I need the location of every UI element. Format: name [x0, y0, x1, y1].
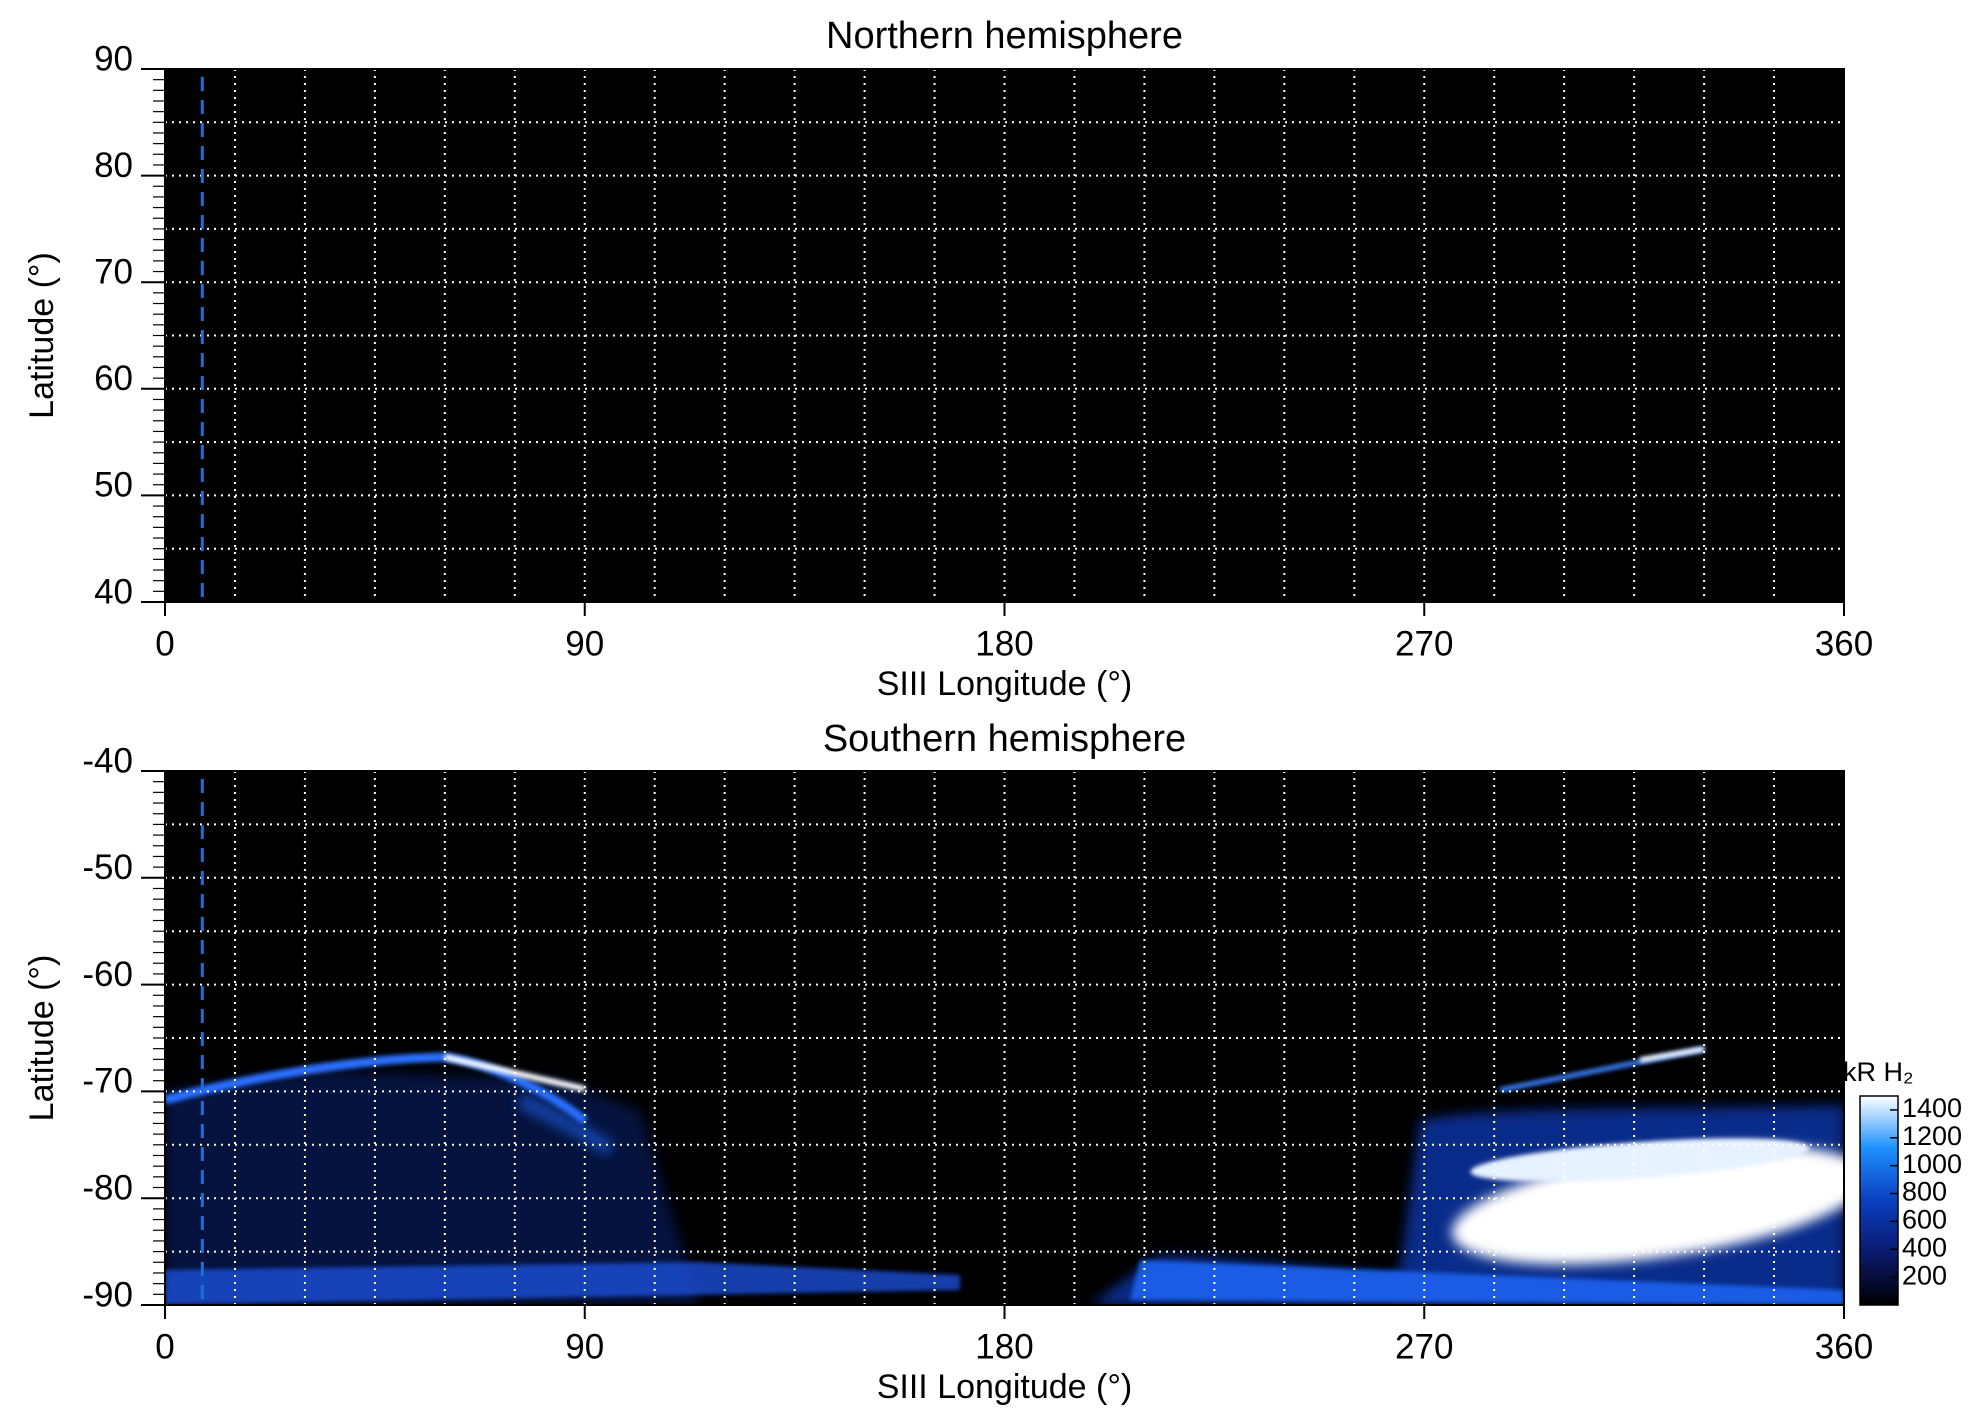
chart-title: Southern hemisphere [823, 718, 1186, 760]
colorbar-tick-label: 800 [1902, 1177, 1947, 1207]
x-tick-label: 0 [155, 1327, 174, 1366]
y-tick-label: -40 [82, 741, 133, 780]
x-tick-label: 180 [975, 1327, 1033, 1366]
colorbar-tick-label: 400 [1902, 1232, 1947, 1262]
colorbar-label: kR H₂ [1843, 1057, 1913, 1087]
x-axis-label: SIII Longitude (°) [877, 1368, 1133, 1406]
x-axis-label: SIII Longitude (°) [877, 665, 1133, 703]
x-tick-label: 270 [1395, 624, 1453, 663]
x-tick-label: 0 [155, 624, 174, 663]
y-tick-label: 70 [94, 252, 133, 291]
y-tick-label: 80 [94, 146, 133, 185]
y-tick-label: -50 [82, 848, 133, 887]
colorbar [1859, 1095, 1899, 1306]
colorbar-tick-label: 1400 [1902, 1093, 1962, 1123]
y-tick-label: 40 [94, 572, 133, 611]
y-tick-label: -60 [82, 955, 133, 994]
x-tick-label: 360 [1815, 1327, 1873, 1366]
x-tick-label: 270 [1395, 1327, 1453, 1366]
colorbar-tick-label: 600 [1902, 1205, 1947, 1235]
y-tick-label: 50 [94, 466, 133, 505]
y-axis-label: Latitude (°) [23, 252, 61, 419]
x-tick-label: 90 [565, 624, 604, 663]
aurora-emission [165, 1046, 1844, 1305]
y-tick-label: -80 [82, 1168, 133, 1207]
y-tick-label: -90 [82, 1275, 133, 1314]
x-tick-label: 90 [565, 1327, 604, 1366]
colorbar-tick-label: 1000 [1902, 1149, 1962, 1179]
colorbar-tick-label: 200 [1902, 1260, 1947, 1290]
chart-title: Northern hemisphere [826, 15, 1183, 57]
colorbar-tick-label: 1200 [1902, 1121, 1962, 1151]
y-tick-label: 90 [94, 39, 133, 78]
x-tick-label: 360 [1815, 624, 1873, 663]
y-tick-label: -70 [82, 1062, 133, 1101]
y-tick-label: 60 [94, 359, 133, 398]
y-axis-label: Latitude (°) [23, 955, 61, 1122]
x-tick-label: 180 [975, 624, 1033, 663]
